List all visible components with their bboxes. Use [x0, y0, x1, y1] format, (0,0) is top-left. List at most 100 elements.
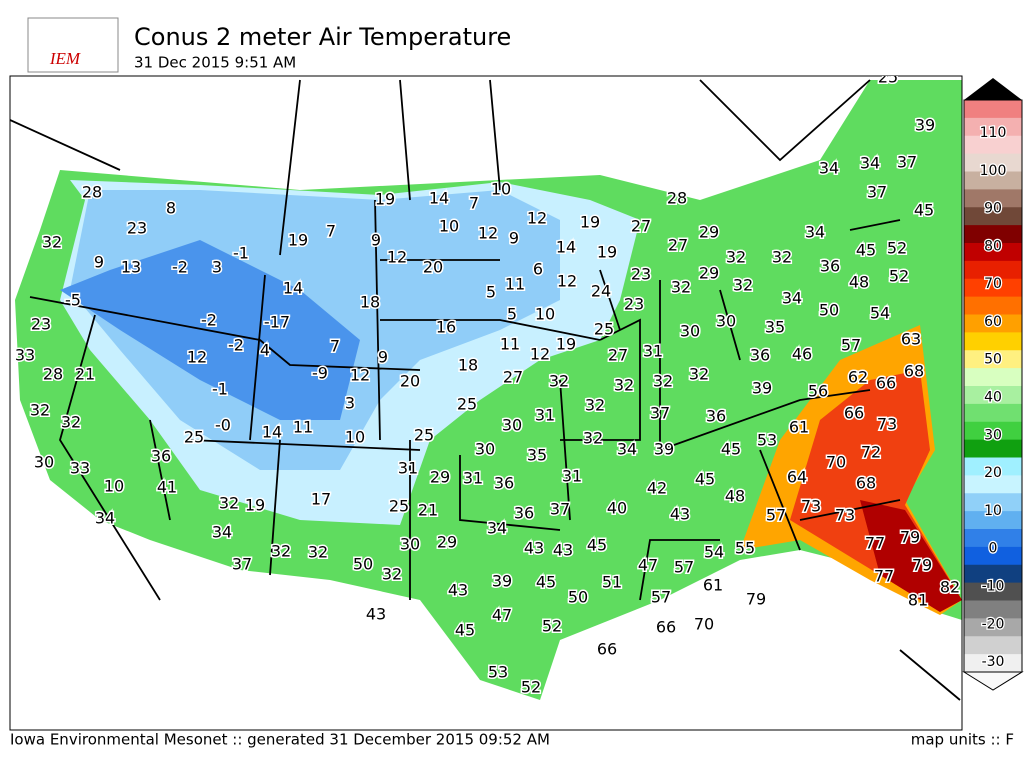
- station-value: 43: [553, 541, 573, 560]
- station-value: 82: [940, 578, 960, 597]
- station-value: 72: [861, 443, 881, 462]
- station-value: -9: [312, 364, 328, 383]
- station-value: 19: [556, 335, 576, 354]
- colorbar-band: [964, 421, 1022, 441]
- colorbar-band: [964, 493, 1022, 512]
- colorbar-band: [964, 135, 1022, 155]
- station-value: 8: [166, 199, 176, 218]
- station-value: 36: [750, 346, 770, 365]
- station-value: 10: [535, 305, 555, 324]
- colorbar-top: [964, 78, 1022, 100]
- station-value: 30: [716, 312, 736, 331]
- colorbar-band: [964, 457, 1022, 476]
- station-value: 70: [826, 453, 846, 472]
- station-value: 34: [212, 523, 232, 542]
- station-value: 53: [757, 431, 777, 450]
- station-value: 32: [733, 276, 753, 295]
- station-value: 14: [556, 238, 576, 257]
- colorbar-label: 30: [984, 427, 1002, 443]
- station-value: 31: [562, 467, 582, 486]
- station-value: 36: [706, 407, 726, 426]
- colorbar-band: [964, 511, 1022, 530]
- station-value: 57: [766, 506, 786, 525]
- station-value: 30: [475, 440, 495, 459]
- station-value: 3: [212, 258, 222, 277]
- colorbar-band: [964, 618, 1022, 637]
- station-value: 54: [704, 543, 724, 562]
- station-value: 9: [94, 253, 104, 272]
- station-value: -1: [233, 244, 249, 263]
- station-value: 10: [439, 217, 459, 236]
- station-value: 12: [557, 272, 577, 291]
- station-value: 32: [30, 401, 50, 420]
- station-value: 10: [491, 180, 511, 199]
- station-value: 46: [792, 345, 812, 364]
- station-value: 5: [486, 283, 496, 302]
- station-value: 45: [721, 440, 741, 459]
- station-value: 20: [400, 372, 420, 391]
- station-value: 35: [527, 446, 547, 465]
- logo: IEM: [49, 49, 81, 68]
- station-value: 79: [900, 528, 920, 547]
- station-value: 12: [478, 224, 498, 243]
- station-value: 14: [429, 189, 449, 208]
- station-value: 79: [746, 590, 766, 609]
- colorbar-label: 110: [980, 125, 1007, 141]
- station-value: 29: [437, 533, 457, 552]
- station-value: 31: [535, 406, 555, 425]
- station-value: 73: [835, 506, 855, 525]
- colorbar-band: [964, 475, 1022, 494]
- station-value: 32: [726, 248, 746, 267]
- colorbar-frame: [963, 99, 1023, 673]
- station-value: 4: [260, 341, 270, 360]
- station-value: 27: [631, 217, 651, 236]
- station-value: 34: [95, 509, 115, 528]
- station-value: 12: [350, 366, 370, 385]
- station-value: 57: [674, 558, 694, 577]
- station-value: 31: [398, 459, 418, 478]
- station-value: 18: [360, 293, 380, 312]
- station-value: 32: [653, 372, 673, 391]
- station-value: 32: [42, 233, 62, 252]
- station-value: 32: [671, 278, 691, 297]
- colorbar-label: 60: [984, 314, 1002, 330]
- station-value: -2: [201, 311, 217, 330]
- colorbar-label: 40: [984, 390, 1002, 406]
- station-value: -17: [264, 313, 290, 332]
- station-value: 30: [400, 535, 420, 554]
- station-value: 43: [366, 605, 386, 624]
- station-value: 12: [187, 348, 207, 367]
- station-value: 39: [654, 440, 674, 459]
- hottest-region: [860, 500, 962, 612]
- colorbar-band: [964, 564, 1022, 584]
- station-value: 7: [330, 337, 340, 356]
- station-value: 45: [914, 201, 934, 220]
- station-value: 39: [915, 116, 935, 135]
- station-value: 29: [430, 468, 450, 487]
- station-value: 3: [345, 394, 355, 413]
- station-value: 20: [423, 258, 443, 277]
- station-value: 34: [805, 223, 825, 242]
- station-value: 25: [878, 68, 898, 87]
- station-value: 10: [104, 477, 124, 496]
- station-value: -5: [65, 291, 81, 310]
- colorbar-band: [964, 439, 1022, 458]
- station-value: 45: [695, 470, 715, 489]
- station-value: 34: [782, 289, 802, 308]
- station-value: 16: [436, 318, 456, 337]
- station-value: 41: [157, 478, 177, 497]
- colorbar-label: 80: [984, 238, 1002, 254]
- station-value: 11: [500, 335, 520, 354]
- station-value: 47: [492, 606, 512, 625]
- colorbar-band: [964, 403, 1022, 423]
- colorbar-band: [964, 100, 1022, 119]
- station-value: 7: [326, 222, 336, 241]
- station-value: -2: [228, 336, 244, 355]
- station-value: 63: [901, 330, 921, 349]
- logo-box: [27, 17, 119, 73]
- station-value: 37: [232, 555, 252, 574]
- station-value: 43: [670, 505, 690, 524]
- station-value: 11: [293, 418, 313, 437]
- station-value: 6: [533, 260, 543, 279]
- colorbar-band: [964, 278, 1022, 298]
